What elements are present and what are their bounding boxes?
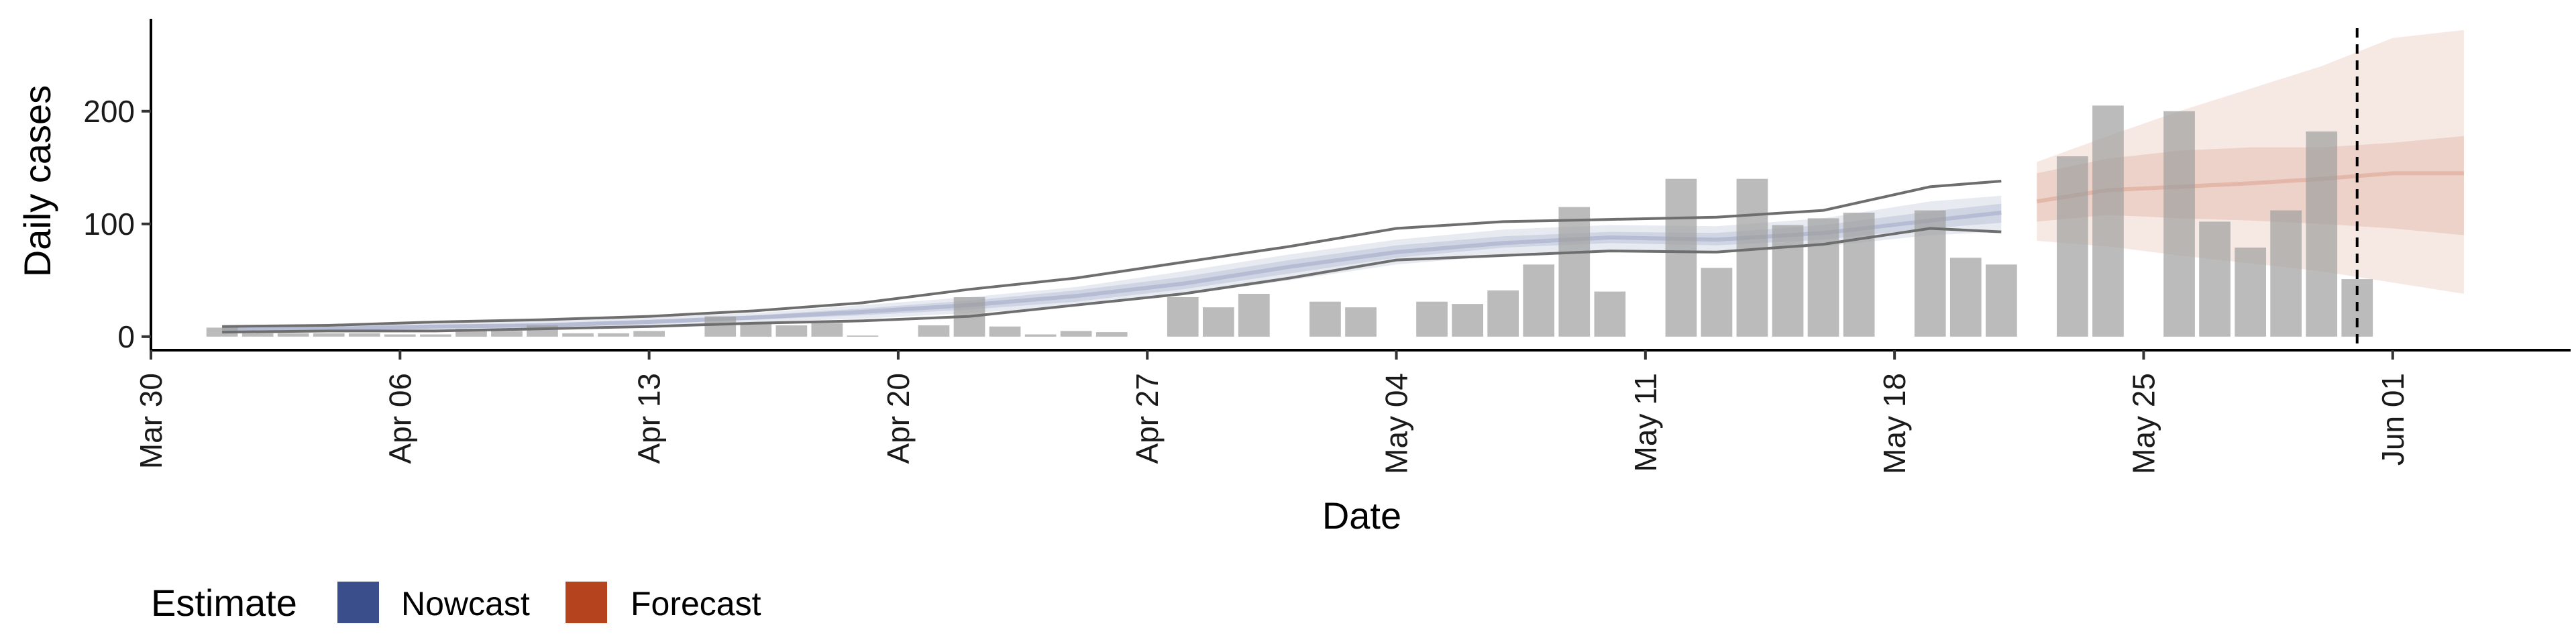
legend-title: Estimate	[151, 582, 297, 624]
bar	[1986, 264, 2017, 337]
bar	[1949, 258, 1982, 337]
bar	[1487, 290, 1519, 337]
bar	[2306, 131, 2338, 337]
nowcast-median-line	[222, 211, 2002, 332]
nowcast-outer-band	[222, 195, 2002, 333]
bar	[1452, 304, 1483, 337]
estimate-lines	[222, 180, 2002, 334]
x-axis-title: Date	[1322, 494, 1401, 537]
x-tick-label: Jun 01	[2375, 373, 2410, 466]
bar	[491, 331, 523, 337]
bar	[2092, 105, 2124, 337]
bar	[348, 333, 380, 337]
bar	[420, 334, 451, 337]
y-tick-label: 0	[117, 319, 135, 354]
bar	[1558, 207, 1591, 337]
bar	[2163, 111, 2195, 337]
legend-swatch-nowcast	[337, 582, 379, 623]
bar	[1095, 332, 1128, 337]
bar	[811, 323, 843, 337]
bar	[1701, 268, 1733, 337]
y-axis-title: Daily cases	[16, 85, 58, 277]
bar	[1167, 297, 1199, 337]
bar	[206, 327, 238, 337]
bar	[562, 333, 594, 337]
axes	[150, 19, 2571, 352]
x-tick-label: Apr 20	[881, 373, 916, 464]
nowcast-lower-line	[222, 227, 2002, 334]
bar	[313, 333, 345, 337]
bar	[918, 325, 950, 337]
bar	[1024, 334, 1057, 337]
bar	[633, 331, 665, 337]
y-tick-label: 200	[83, 94, 135, 129]
legend-label-forecast: Forecast	[631, 585, 761, 623]
x-tick-label: Apr 27	[1130, 373, 1165, 464]
bar	[1203, 307, 1234, 337]
bar	[384, 334, 416, 337]
bar	[1416, 301, 1448, 337]
bar	[1523, 264, 1555, 337]
bar	[1807, 218, 1839, 337]
bar	[241, 333, 274, 337]
nowcast-upper-line	[222, 180, 2002, 328]
bar	[598, 333, 629, 337]
bar	[1309, 301, 1341, 337]
estimate-bands	[222, 30, 2464, 333]
bar	[1345, 307, 1377, 337]
legend: Estimate Nowcast Forecast	[151, 582, 761, 624]
bar	[1914, 210, 1946, 337]
bar	[740, 323, 772, 337]
bar	[775, 325, 808, 337]
bar	[2270, 210, 2302, 337]
x-tick-label: May 11	[1628, 373, 1663, 472]
x-tick-label: May 25	[2127, 373, 2161, 474]
bar	[1594, 291, 1626, 337]
bar	[277, 333, 309, 337]
legend-label-nowcast: Nowcast	[401, 585, 530, 623]
bar	[455, 329, 487, 337]
bar	[2057, 156, 2088, 337]
bar	[1736, 178, 1768, 337]
legend-swatch-forecast	[566, 582, 607, 623]
x-tick-label: Mar 30	[133, 373, 168, 469]
bar	[2235, 248, 2266, 337]
x-axis-ticks: Mar 30 Apr 06 Apr 13 Apr 20 Apr 27 May 04 May …	[133, 350, 2410, 474]
bar	[527, 325, 558, 337]
bar	[847, 335, 879, 337]
nowcast-inner-band	[222, 203, 2002, 331]
bar	[989, 326, 1021, 337]
bar	[1238, 294, 1270, 337]
x-tick-label: Apr 06	[382, 373, 417, 464]
bar	[1843, 213, 1875, 337]
x-tick-label: May 04	[1379, 373, 1414, 474]
bar	[1665, 178, 1697, 337]
x-tick-label: Apr 13	[632, 373, 667, 464]
bar	[1060, 331, 1092, 337]
bar	[2199, 221, 2231, 337]
y-tick-label: 100	[83, 207, 135, 241]
x-tick-label: May 18	[1877, 373, 1912, 474]
y-axis-ticks: 0 100 200	[83, 94, 151, 354]
bar	[704, 316, 737, 337]
bar	[1772, 225, 1804, 337]
